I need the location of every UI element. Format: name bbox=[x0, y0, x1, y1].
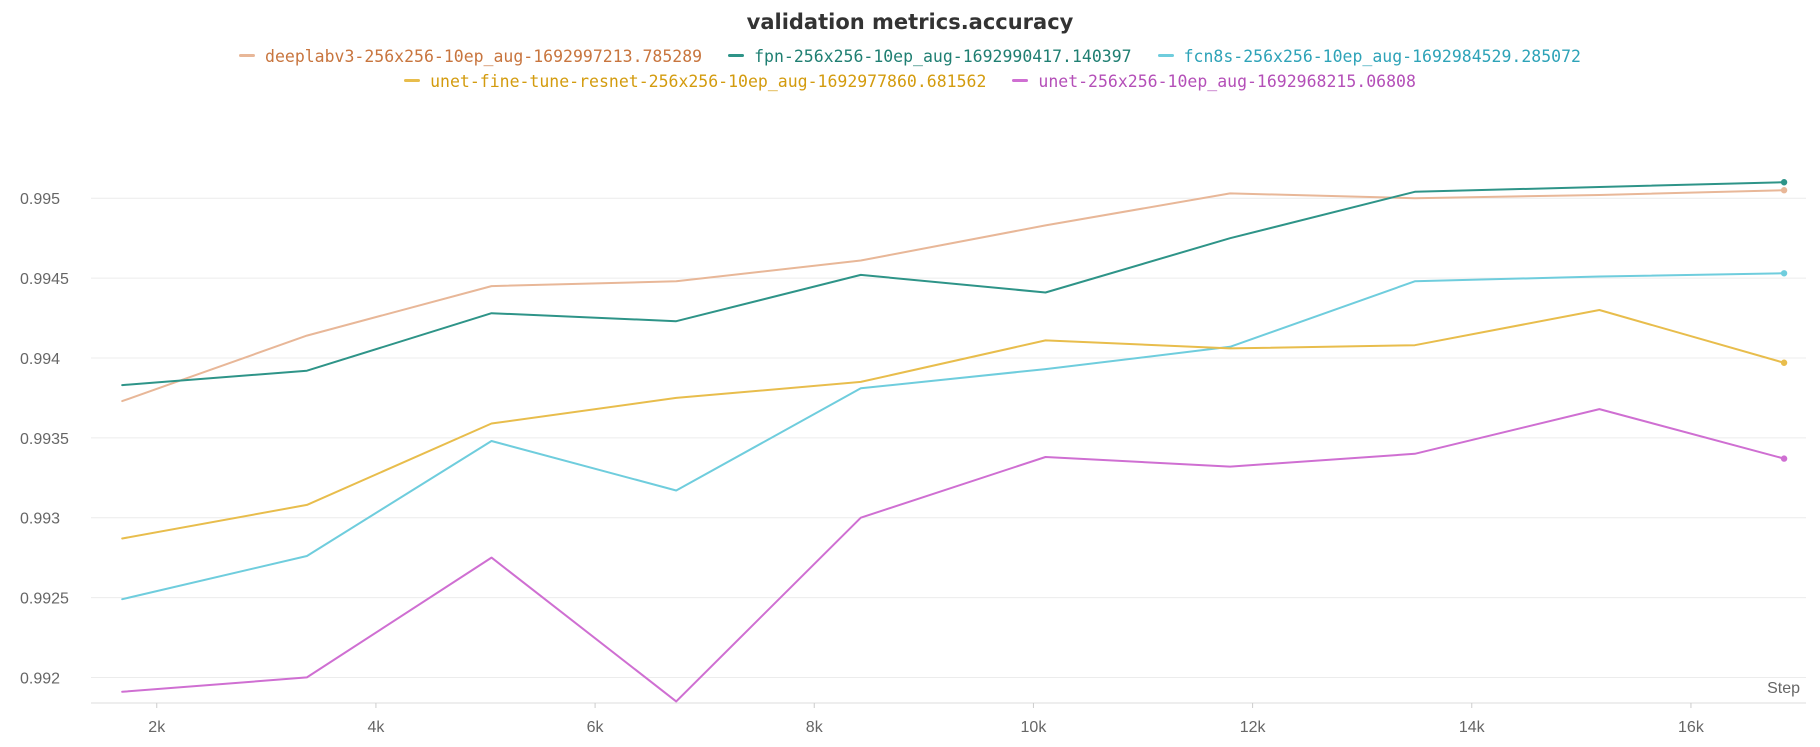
series-lines bbox=[121, 179, 1788, 703]
legend-swatch bbox=[728, 54, 745, 57]
legend-item-2[interactable]: fpn-256x256-10ep_aug-1692990417.140397 bbox=[728, 44, 1132, 69]
x-tick-label: 14k bbox=[1459, 719, 1486, 736]
series-endpoint-2[interactable] bbox=[1780, 179, 1788, 186]
y-tick-label: 0.9945 bbox=[20, 271, 69, 288]
x-tick-label: 12k bbox=[1240, 719, 1267, 736]
series-line-1[interactable] bbox=[121, 189, 1786, 403]
series-endpoint-5[interactable] bbox=[1780, 455, 1788, 462]
legend-label: unet-fine-tune-resnet-256x256-10ep_aug-1… bbox=[430, 72, 987, 91]
chart-title: validation metrics.accuracy bbox=[746, 10, 1074, 34]
series-line-4[interactable] bbox=[121, 309, 1786, 540]
series-endpoint-1[interactable] bbox=[1780, 187, 1788, 194]
legend-swatch bbox=[1157, 54, 1174, 57]
legend-label: fcn8s-256x256-10ep_aug-1692984529.285072 bbox=[1183, 47, 1581, 66]
legend-item-1[interactable]: deeplabv3-256x256-10ep_aug-1692997213.78… bbox=[239, 44, 702, 69]
y-tick-label: 0.9925 bbox=[20, 591, 69, 608]
grid-lines bbox=[91, 197, 1806, 678]
y-tick-label: 0.993 bbox=[20, 511, 60, 528]
y-tick-label: 0.992 bbox=[20, 670, 60, 687]
series-endpoint-4[interactable] bbox=[1780, 359, 1788, 366]
x-tick-label: 10k bbox=[1021, 719, 1048, 736]
y-tick-label: 0.994 bbox=[20, 351, 60, 368]
series-endpoint-3[interactable] bbox=[1780, 270, 1788, 277]
x-tick-label: 6k bbox=[587, 719, 605, 736]
legend-label: deeplabv3-256x256-10ep_aug-1692997213.78… bbox=[265, 47, 703, 66]
chart-legend: deeplabv3-256x256-10ep_aug-1692997213.78… bbox=[160, 44, 1660, 94]
series-line-3[interactable] bbox=[121, 272, 1786, 601]
y-tick-label: 0.9935 bbox=[20, 431, 69, 448]
y-tick-label: 0.995 bbox=[20, 191, 60, 208]
x-tick-label: 16k bbox=[1678, 719, 1705, 736]
legend-item-5[interactable]: unet-256x256-10ep_aug-1692968215.06808 bbox=[1012, 69, 1416, 94]
axes: 0.992 0.9925 0.993 0.9935 0.994 0.9945 0.995 2k… bbox=[20, 191, 1806, 736]
series-line-5[interactable] bbox=[121, 408, 1786, 703]
x-tick-label: 4k bbox=[367, 719, 385, 736]
legend-item-3[interactable]: fcn8s-256x256-10ep_aug-1692984529.285072 bbox=[1157, 44, 1581, 69]
x-axis-label: Step bbox=[1767, 680, 1800, 697]
series-line-2[interactable] bbox=[121, 181, 1786, 387]
legend-swatch bbox=[404, 79, 421, 82]
legend-label: unet-256x256-10ep_aug-1692968215.06808 bbox=[1038, 72, 1416, 91]
legend-item-4[interactable]: unet-fine-tune-resnet-256x256-10ep_aug-1… bbox=[404, 69, 986, 94]
legend-swatch bbox=[239, 54, 256, 57]
x-tick-label: 2k bbox=[148, 719, 166, 736]
legend-label: fpn-256x256-10ep_aug-1692990417.140397 bbox=[754, 47, 1132, 66]
x-tick-label: 8k bbox=[806, 719, 824, 736]
legend-swatch bbox=[1012, 79, 1029, 82]
